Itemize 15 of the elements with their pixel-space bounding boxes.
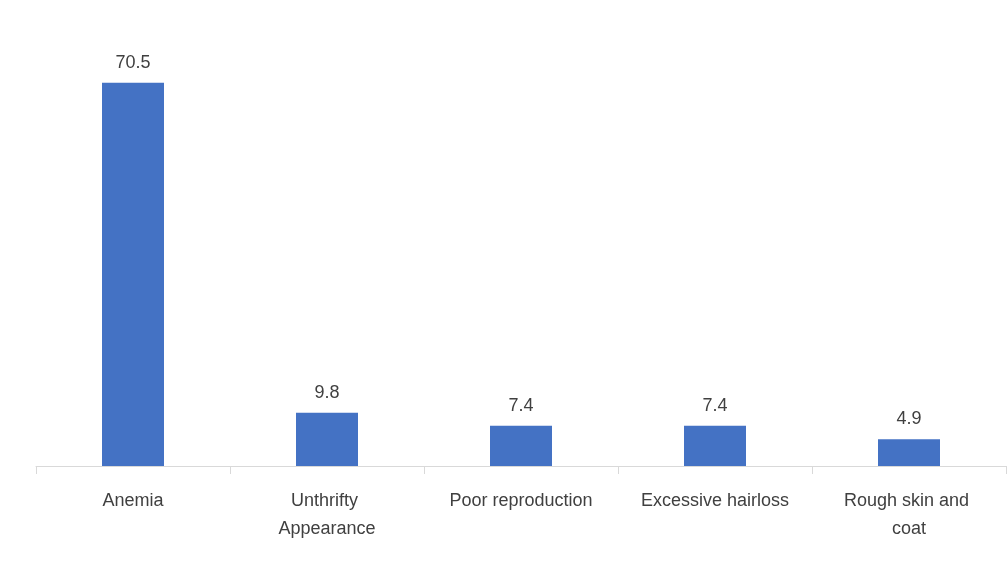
data-label: 7.4 xyxy=(508,394,534,415)
x-tick-label: Excessive hairloss xyxy=(640,490,790,510)
bar xyxy=(684,425,746,466)
bar xyxy=(102,82,164,466)
x-tick-label: Poor reproduction xyxy=(449,490,593,510)
data-label: 7.4 xyxy=(702,394,728,415)
x-tick-label: Rough skin and coat xyxy=(843,490,975,538)
data-label: 9.8 xyxy=(314,381,340,402)
bar xyxy=(296,412,358,466)
bar xyxy=(878,439,940,466)
bar xyxy=(490,425,552,466)
data-label: 4.9 xyxy=(896,408,922,429)
data-label: 70.5 xyxy=(115,51,151,72)
x-tick-label: Anemia xyxy=(102,490,165,510)
x-tick-label: Unthrifty Appearance xyxy=(278,490,376,538)
